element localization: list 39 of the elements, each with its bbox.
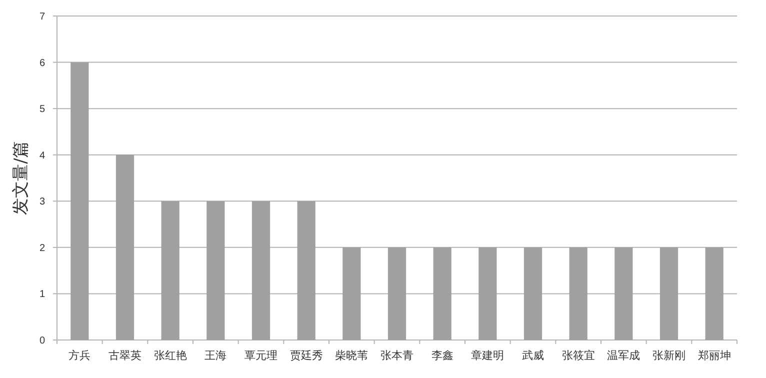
x-tick-label: 李鑫	[431, 349, 454, 362]
bar	[433, 247, 452, 340]
x-tick-label: 王海	[204, 349, 227, 362]
bar	[660, 247, 678, 340]
x-tick-label: 温军成	[607, 349, 640, 362]
bar	[478, 247, 497, 340]
x-tick-label: 覃元理	[244, 349, 278, 362]
bar	[388, 247, 406, 340]
y-axis-title: 发文量/篇	[11, 141, 31, 215]
y-tick-label: 2	[39, 242, 46, 254]
bar	[524, 247, 542, 340]
x-tick-label: 武威	[522, 349, 544, 362]
bar	[161, 201, 180, 340]
bar	[705, 247, 724, 340]
x-tick-label: 张红艳	[154, 349, 187, 362]
y-tick-label: 0	[39, 336, 46, 346]
bar	[70, 62, 89, 340]
y-tick-label: 4	[39, 150, 46, 162]
y-tick-label: 5	[39, 104, 46, 116]
bar	[297, 201, 316, 340]
bar	[116, 154, 134, 340]
x-tick-label: 章建明	[471, 349, 504, 362]
x-tick-label: 郑丽坤	[698, 349, 731, 362]
y-tick-label: 1	[39, 289, 46, 300]
bar	[206, 201, 225, 340]
y-tick-label: 6	[39, 58, 46, 69]
bar	[252, 201, 270, 340]
x-tick-label: 柴晓苇	[335, 349, 368, 362]
x-tick-label: 张筱宜	[562, 349, 595, 362]
x-tick-label: 古翠英	[108, 349, 142, 362]
x-tick-label: 方兵	[68, 349, 91, 362]
bar	[569, 247, 588, 340]
x-tick-label: 张本青	[380, 349, 414, 362]
x-tick-label: 张新刚	[652, 349, 686, 362]
x-tick-label: 贾廷秀	[290, 349, 323, 362]
bar	[614, 247, 633, 340]
y-tick-label: 7	[39, 12, 46, 22]
bar	[342, 247, 361, 340]
y-tick-label: 3	[39, 196, 46, 208]
